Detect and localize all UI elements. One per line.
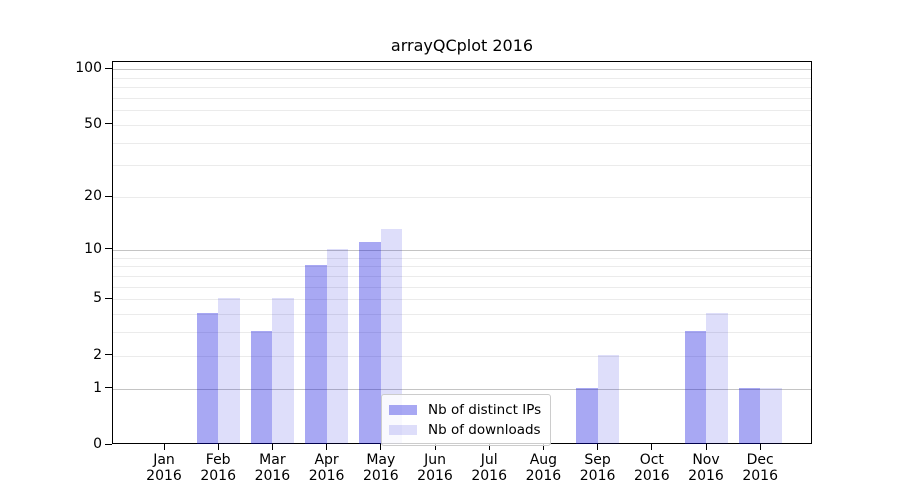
x-tick-mark [705, 444, 707, 450]
y-tick-mark [105, 67, 112, 69]
y-tick-label: 100 [75, 60, 102, 77]
x-tick-label: Nov 2016 [688, 452, 724, 484]
minor-gridline [113, 275, 811, 277]
x-tick-label: May 2016 [362, 452, 399, 484]
legend-label-distinct-ips: Nb of distinct IPs [428, 402, 542, 418]
x-tick-label: Jun 2016 [417, 452, 453, 484]
bar-distinct-ips [684, 331, 706, 444]
x-tick-mark [271, 444, 273, 450]
minor-gridline [113, 77, 811, 79]
minor-gridline [113, 299, 811, 301]
x-tick-mark [542, 444, 544, 450]
x-tick-mark [488, 444, 490, 450]
x-tick-label: Jul 2016 [471, 452, 507, 484]
bar-distinct-ips [250, 331, 273, 444]
x-tick-label: Oct 2016 [633, 452, 670, 484]
legend: Nb of distinct IPs Nb of downloads [381, 394, 552, 446]
x-tick-mark [434, 444, 436, 450]
minor-gridline [113, 165, 811, 167]
y-tick-mark [105, 387, 112, 389]
y-tick-mark [105, 123, 112, 125]
x-tick-mark [380, 444, 382, 450]
x-tick-label: Jan 2016 [146, 452, 182, 484]
y-tick-mark [105, 354, 112, 356]
plot-area [112, 61, 812, 444]
bar-distinct-ips [576, 387, 598, 444]
x-tick-mark [217, 444, 219, 450]
bar-downloads [380, 229, 403, 444]
x-tick-mark [163, 444, 165, 450]
minor-gridline [113, 266, 811, 268]
bar-downloads [326, 248, 349, 444]
minor-gridline [113, 142, 811, 144]
x-tick-label: Feb 2016 [200, 452, 236, 484]
bar-distinct-ips [305, 265, 327, 444]
minor-gridline [113, 110, 811, 112]
legend-item-downloads: Nb of downloads [389, 420, 541, 440]
minor-gridline [113, 97, 811, 99]
major-gridline [113, 249, 811, 251]
y-tick-label: 10 [84, 240, 102, 257]
major-gridline [113, 388, 811, 390]
y-tick-label: 50 [84, 115, 102, 132]
y-tick-label: 0 [93, 436, 102, 452]
legend-swatch-downloads-icon [389, 425, 417, 435]
x-tick-label: Aug 2016 [525, 452, 562, 484]
y-tick-label: 2 [93, 346, 102, 363]
minor-gridline [113, 257, 811, 259]
y-tick-label: 1 [93, 379, 102, 396]
minor-gridline [113, 313, 811, 315]
bar-distinct-ips [196, 312, 219, 444]
minor-gridline [113, 332, 811, 334]
y-tick-mark [105, 443, 112, 445]
minor-gridline [113, 87, 811, 89]
x-tick-mark [759, 444, 761, 450]
x-tick-mark [326, 444, 328, 450]
bar-distinct-ips [359, 241, 381, 444]
minor-gridline [113, 124, 811, 126]
chart-title: arrayQCplot 2016 [390, 36, 534, 55]
bar-downloads [706, 312, 728, 444]
minor-gridline [113, 286, 811, 288]
x-tick-label: Sep 2016 [579, 452, 616, 484]
y-tick-label: 20 [84, 188, 102, 205]
minor-gridline [113, 355, 811, 357]
legend-item-distinct-ips: Nb of distinct IPs [389, 400, 541, 420]
y-tick-mark [105, 195, 112, 197]
bar-distinct-ips [738, 387, 761, 444]
y-tick-label: 5 [93, 290, 102, 307]
bar-downloads [597, 354, 620, 444]
minor-gridline [113, 197, 811, 199]
bar-downloads [272, 298, 294, 444]
bar-downloads [760, 387, 782, 444]
y-tick-mark [105, 248, 112, 250]
x-tick-label: Apr 2016 [308, 452, 345, 484]
x-tick-mark [651, 444, 653, 450]
x-tick-label: Dec 2016 [742, 452, 778, 484]
legend-swatch-distinct-ips-icon [389, 405, 417, 415]
legend-label-downloads: Nb of downloads [428, 422, 541, 438]
x-tick-mark [597, 444, 599, 450]
x-tick-label: Mar 2016 [254, 452, 291, 484]
major-gridline [113, 69, 811, 71]
y-tick-mark [105, 297, 112, 299]
bar-downloads [218, 298, 240, 444]
